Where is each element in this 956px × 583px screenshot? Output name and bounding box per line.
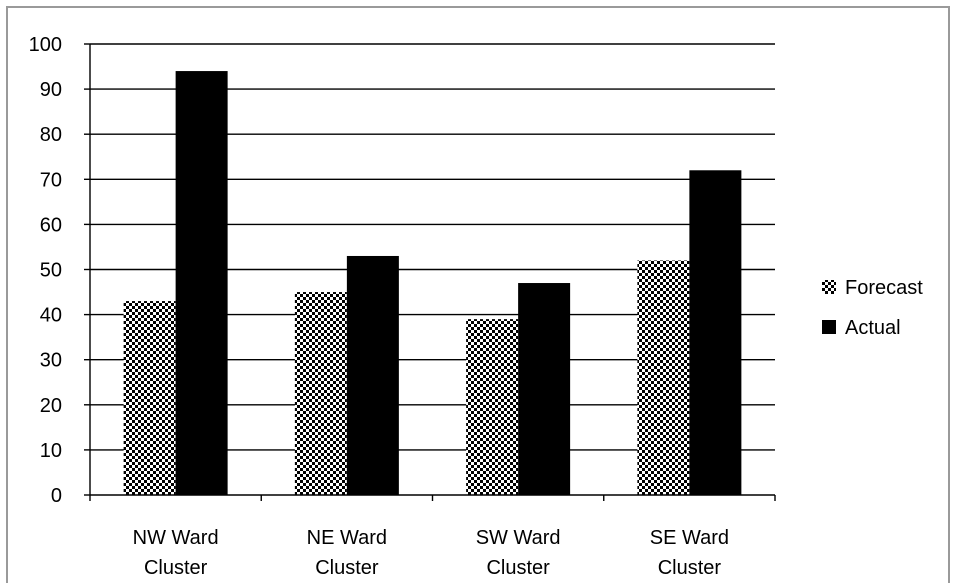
x-category-label: Cluster	[658, 557, 722, 579]
bar-actual-2	[346, 255, 399, 495]
bar-actual-3	[518, 283, 571, 495]
y-tick-label: 90	[40, 79, 62, 101]
y-tick-label: 70	[40, 169, 62, 191]
legend: Forecast Actual	[822, 277, 923, 339]
y-tick-label: 20	[40, 395, 62, 417]
x-category-label: SW Ward	[476, 527, 561, 549]
bar-actual-4	[689, 170, 742, 495]
x-category-label: NE Ward	[307, 527, 387, 549]
y-tick-label: 80	[40, 124, 62, 146]
y-tick-label: 50	[40, 260, 62, 282]
legend-label-forecast: Forecast	[845, 277, 923, 299]
x-category-label: NW Ward	[133, 527, 219, 549]
axes	[89, 44, 776, 501]
x-category-label: Cluster	[144, 557, 208, 579]
legend-swatch-forecast	[822, 280, 836, 294]
bars	[123, 71, 742, 495]
bar-forecast-4	[637, 260, 690, 495]
y-tick-label: 30	[40, 350, 62, 372]
legend-label-actual: Actual	[845, 317, 901, 339]
bar-forecast-1	[123, 301, 176, 495]
y-tick-label: 10	[40, 440, 62, 462]
y-tick-label: 0	[51, 485, 62, 507]
x-category-labels: NW Ward Cluster NE Ward Cluster SW Ward Clust…	[133, 527, 729, 579]
bar-actual-1	[175, 71, 228, 495]
y-tick-labels: 0 10 20 30 40 50 60 70 80 90 100	[29, 34, 62, 507]
legend-swatch-actual	[822, 320, 836, 334]
bar-forecast-3	[466, 319, 519, 495]
y-tick-label: 100	[29, 34, 62, 56]
x-category-label: Cluster	[486, 557, 550, 579]
y-tick-label: 40	[40, 305, 62, 327]
bar-forecast-2	[294, 292, 347, 495]
x-category-label: SE Ward	[650, 527, 729, 549]
y-tick-label: 60	[40, 214, 62, 236]
x-category-label: Cluster	[315, 557, 379, 579]
